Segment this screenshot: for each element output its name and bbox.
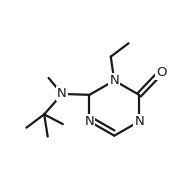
Text: N: N <box>109 74 119 87</box>
Text: N: N <box>134 115 144 128</box>
Text: N: N <box>57 87 67 100</box>
Text: O: O <box>156 66 167 79</box>
Text: N: N <box>85 115 94 128</box>
